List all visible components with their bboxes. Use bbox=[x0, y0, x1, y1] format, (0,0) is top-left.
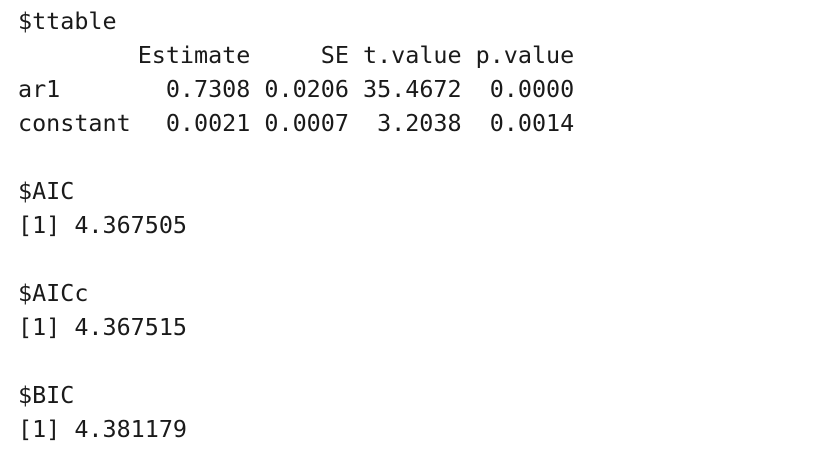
ttable-cell-estimate: 0.0021 bbox=[165, 109, 251, 137]
blank-line bbox=[18, 344, 574, 378]
ttable-row-constant: constant 0.0021 0.0007 3.2038 0.0014 bbox=[18, 106, 574, 140]
ttable-row-name: constant bbox=[18, 109, 131, 137]
ttable-cell-estimate: 0.7308 bbox=[165, 75, 251, 103]
ttable-header-rowname bbox=[18, 38, 138, 72]
ttable-header-se: SE bbox=[320, 41, 349, 69]
ttable-row-ar1: ar1 0.7308 0.0206 35.4672 0.0000 bbox=[18, 72, 574, 106]
ttable-header-estimate: Estimate bbox=[137, 41, 251, 69]
ttable-cell-p-value: 0.0014 bbox=[489, 109, 575, 137]
ttable-header-row: Estimate SE t.value p.value bbox=[18, 38, 575, 72]
aicc-label: $AICc bbox=[18, 279, 89, 307]
ttable-cell-t-value: 35.4672 bbox=[362, 75, 462, 103]
bic-value: [1] 4.381179 bbox=[18, 415, 187, 443]
r-console-output: $ttable Estimate SE t.value p.value ar1 … bbox=[18, 4, 574, 446]
blank-line bbox=[18, 140, 574, 174]
ttable-cell-p-value: 0.0000 bbox=[489, 75, 575, 103]
aicc-value: [1] 4.367515 bbox=[18, 313, 187, 341]
ttable-row-name: ar1 bbox=[18, 75, 61, 103]
ttable-cell-se: 0.0206 bbox=[264, 75, 349, 103]
ttable-header-p-value: p.value bbox=[475, 41, 575, 69]
ttable-cell-se: 0.0007 bbox=[264, 109, 349, 137]
ttable-label: $ttable bbox=[18, 7, 117, 35]
ttable-cell-t-value: 3.2038 bbox=[377, 109, 462, 137]
aic-label: $AIC bbox=[18, 177, 75, 205]
blank-line bbox=[18, 242, 574, 276]
bic-label: $BIC bbox=[18, 381, 75, 409]
ttable-header-t-value: t.value bbox=[362, 41, 462, 69]
aic-value: [1] 4.367505 bbox=[18, 211, 187, 239]
